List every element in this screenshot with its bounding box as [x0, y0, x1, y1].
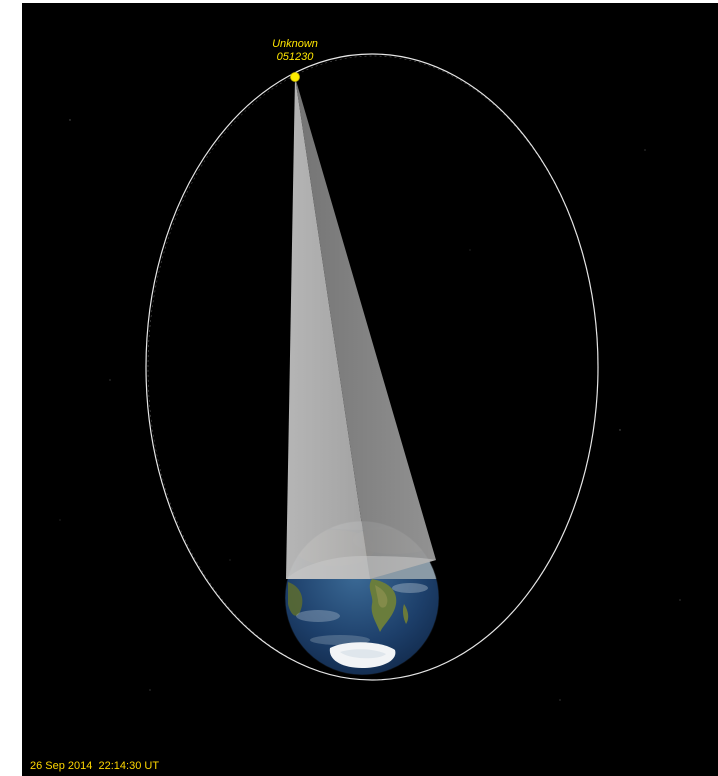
satellite-name: Unknown	[272, 38, 318, 50]
visibility-cone	[286, 77, 436, 579]
satellite-id: 051230	[276, 51, 314, 63]
satellite-marker[interactable]	[290, 72, 300, 82]
starfield	[59, 119, 681, 701]
orbit-path-shadow	[147, 55, 599, 681]
epoch-timestamp: 26 Sep 2014 22:14:30 UT	[30, 760, 160, 772]
satellite-label[interactable]: Unknown 051230	[256, 38, 334, 64]
